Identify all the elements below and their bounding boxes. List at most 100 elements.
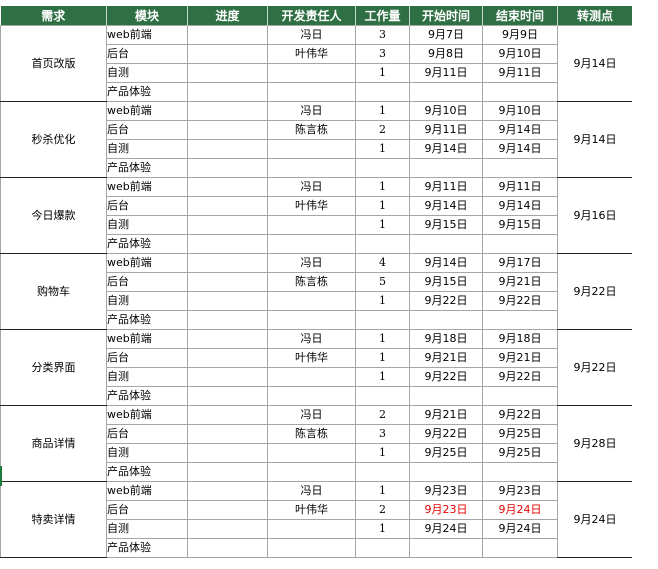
progress-cell[interactable] [187,386,268,406]
handover-cell[interactable]: 9月28日 [557,405,633,482]
end-time-cell[interactable]: 9月21日 [482,272,558,292]
progress-cell[interactable] [187,367,268,387]
module-cell[interactable]: web前端 [106,253,188,273]
start-time-cell[interactable]: 9月22日 [409,291,483,311]
header-start-time[interactable]: 开始时间 [409,6,483,26]
workload-cell[interactable]: 1 [355,329,410,349]
developer-cell[interactable] [267,82,356,102]
module-cell[interactable]: 产品体验 [106,158,188,178]
progress-cell[interactable] [187,234,268,254]
workload-cell[interactable]: 2 [355,500,410,520]
module-cell[interactable]: 后台 [106,348,188,368]
requirement-cell[interactable]: 分类界面 [0,329,107,406]
handover-cell[interactable]: 9月22日 [557,253,633,330]
end-time-cell[interactable]: 9月11日 [482,63,558,83]
developer-cell[interactable]: 冯日 [267,481,356,501]
module-cell[interactable]: web前端 [106,405,188,425]
developer-cell[interactable] [267,462,356,482]
developer-cell[interactable] [267,215,356,235]
handover-cell[interactable]: 9月22日 [557,329,633,406]
progress-cell[interactable] [187,538,268,558]
developer-cell[interactable]: 陈言栋 [267,120,356,140]
module-cell[interactable]: 自测 [106,519,188,539]
workload-cell[interactable] [355,310,410,330]
workload-cell[interactable] [355,158,410,178]
progress-cell[interactable] [187,158,268,178]
developer-cell[interactable] [267,63,356,83]
start-time-cell[interactable]: 9月11日 [409,177,483,197]
end-time-cell[interactable]: 9月17日 [482,253,558,273]
module-cell[interactable]: 自测 [106,291,188,311]
start-time-cell[interactable] [409,462,483,482]
workload-cell[interactable]: 1 [355,291,410,311]
module-cell[interactable]: 自测 [106,443,188,463]
progress-cell[interactable] [187,291,268,311]
module-cell[interactable]: 后台 [106,120,188,140]
end-time-cell[interactable]: 9月9日 [482,25,558,45]
header-handover[interactable]: 转测点 [557,6,633,26]
start-time-cell[interactable] [409,310,483,330]
end-time-cell[interactable]: 9月14日 [482,139,558,159]
developer-cell[interactable]: 冯日 [267,25,356,45]
end-time-cell[interactable]: 9月10日 [482,44,558,64]
start-time-cell[interactable] [409,538,483,558]
end-time-cell[interactable]: 9月11日 [482,177,558,197]
start-time-cell[interactable]: 9月15日 [409,215,483,235]
workload-cell[interactable]: 1 [355,443,410,463]
start-time-cell[interactable]: 9月7日 [409,25,483,45]
requirement-cell[interactable]: 购物车 [0,253,107,330]
workload-cell[interactable]: 1 [355,367,410,387]
developer-cell[interactable]: 叶伟华 [267,348,356,368]
module-cell[interactable]: 后台 [106,500,188,520]
developer-cell[interactable]: 冯日 [267,177,356,197]
progress-cell[interactable] [187,272,268,292]
end-time-cell[interactable] [482,462,558,482]
workload-cell[interactable] [355,538,410,558]
progress-cell[interactable] [187,405,268,425]
end-time-cell[interactable]: 9月14日 [482,120,558,140]
workload-cell[interactable]: 4 [355,253,410,273]
handover-cell[interactable]: 9月14日 [557,101,633,178]
requirement-cell[interactable]: 商品详情 [0,405,107,482]
workload-cell[interactable]: 3 [355,44,410,64]
workload-cell[interactable] [355,462,410,482]
workload-cell[interactable]: 1 [355,348,410,368]
header-end-time[interactable]: 结束时间 [482,6,558,26]
developer-cell[interactable] [267,158,356,178]
start-time-cell[interactable]: 9月18日 [409,329,483,349]
end-time-cell[interactable]: 9月15日 [482,215,558,235]
developer-cell[interactable]: 叶伟华 [267,44,356,64]
workload-cell[interactable]: 1 [355,196,410,216]
developer-cell[interactable] [267,367,356,387]
progress-cell[interactable] [187,215,268,235]
start-time-cell[interactable]: 9月25日 [409,443,483,463]
developer-cell[interactable] [267,443,356,463]
workload-cell[interactable] [355,234,410,254]
module-cell[interactable]: 产品体验 [106,234,188,254]
developer-cell[interactable]: 冯日 [267,329,356,349]
developer-cell[interactable] [267,386,356,406]
start-time-cell[interactable]: 9月14日 [409,253,483,273]
header-progress[interactable]: 进度 [187,6,268,26]
progress-cell[interactable] [187,424,268,444]
workload-cell[interactable]: 1 [355,519,410,539]
module-cell[interactable]: web前端 [106,177,188,197]
requirement-cell[interactable]: 今日爆款 [0,177,107,254]
requirement-cell[interactable]: 首页改版 [0,25,107,102]
developer-cell[interactable]: 冯日 [267,405,356,425]
workload-cell[interactable] [355,82,410,102]
start-time-cell[interactable]: 9月22日 [409,367,483,387]
end-time-cell[interactable]: 9月25日 [482,424,558,444]
header-module[interactable]: 模块 [106,6,188,26]
developer-cell[interactable] [267,538,356,558]
workload-cell[interactable]: 1 [355,139,410,159]
progress-cell[interactable] [187,462,268,482]
end-time-cell[interactable]: 9月22日 [482,405,558,425]
end-time-cell[interactable] [482,234,558,254]
workload-cell[interactable]: 1 [355,481,410,501]
progress-cell[interactable] [187,82,268,102]
module-cell[interactable]: 自测 [106,367,188,387]
progress-cell[interactable] [187,139,268,159]
developer-cell[interactable]: 冯日 [267,101,356,121]
start-time-cell[interactable]: 9月14日 [409,196,483,216]
